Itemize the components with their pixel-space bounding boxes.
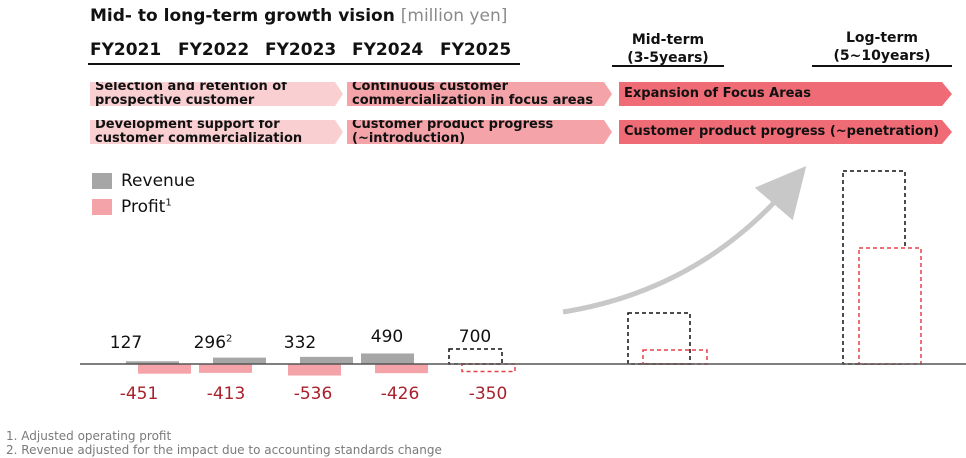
- profit-bar-fy2023: [288, 364, 341, 376]
- fy-header-2023: FY2023: [265, 40, 337, 60]
- long-term-label: Log-term: [845, 30, 919, 46]
- revenue-value: 700: [458, 327, 492, 347]
- arrow-text-line: Continuous customer: [352, 79, 508, 94]
- revenue-label-fy2025: 700: [445, 327, 505, 347]
- revenue-value: 127: [109, 333, 143, 353]
- profit-label-fy2024: -426: [380, 384, 420, 404]
- arrow-text-line: commercialization in focus areas: [352, 93, 594, 108]
- fy-header-2024: FY2024: [352, 40, 424, 60]
- arrow-text-line: Customer product progress: [352, 117, 554, 132]
- profit-label-fy2023: -536: [293, 384, 333, 404]
- arrow-text-line: Development support for: [95, 117, 280, 132]
- legend-profit-label: Profit1: [121, 197, 172, 217]
- long-term-range: (5~10years): [833, 48, 931, 64]
- revenue-superscript: 2: [226, 333, 233, 345]
- footnote-2: 2. Revenue adjusted for the impact due t…: [6, 443, 442, 457]
- revenue-value: 296: [193, 333, 227, 353]
- profit-label-fy2021: -451: [119, 384, 159, 404]
- long-term-revenue-bar: [842, 170, 906, 365]
- arrow-text-line: prospective customer: [95, 93, 255, 108]
- legend-revenue-swatch: [92, 173, 112, 189]
- arrow-text-line: Customer product progress (~penetration): [624, 124, 940, 139]
- arrow-development-support: Development support for customer commerci…: [90, 120, 343, 144]
- arrow-product-progress-introduction: Customer product progress (~introduction): [347, 120, 612, 144]
- title-unit: [million yen]: [400, 6, 508, 26]
- arrow-text-line: customer commercialization: [95, 131, 303, 146]
- profit-bar-fy2025: [461, 363, 516, 373]
- revenue-bar-fy2024: [361, 353, 414, 364]
- revenue-label-fy2024: 490: [357, 327, 417, 347]
- mid-term-label: Mid-term: [631, 32, 705, 48]
- fy-header-2021: FY2021: [90, 40, 162, 60]
- long-term-profit-bar: [858, 247, 922, 365]
- fy-header-2022: FY2022: [178, 40, 250, 60]
- revenue-label-fy2023: 332: [270, 333, 330, 353]
- profit-bar-fy2022: [199, 364, 252, 373]
- legend-revenue-label: Revenue: [121, 171, 196, 191]
- mid-term-header: Mid-term (3-5years): [612, 31, 724, 67]
- arrow-text-line: Selection and retention of: [95, 79, 287, 94]
- mid-term-revenue-bar: [627, 312, 691, 365]
- profit-label-fy2025: -350: [468, 384, 508, 404]
- revenue-bar-fy2021: [126, 361, 179, 364]
- arrow-text-line: (~introduction): [352, 131, 466, 146]
- growth-arrow: [562, 166, 807, 315]
- arrow-continuous-commercialization: Continuous customer commercialization in …: [347, 82, 612, 106]
- revenue-value: 490: [370, 327, 404, 347]
- revenue-value: 332: [283, 333, 317, 353]
- footnote-1: 1. Adjusted operating profit: [6, 429, 172, 443]
- arrow-expansion-focus-areas: Expansion of Focus Areas: [619, 82, 952, 106]
- title-main: Mid- to long-term growth vision: [90, 6, 395, 26]
- arrow-text-line: Expansion of Focus Areas: [624, 86, 811, 101]
- mid-term-profit-bar: [642, 349, 708, 365]
- fy-header-2025: FY2025: [440, 40, 512, 60]
- profit-label-fy2022: -413: [206, 384, 246, 404]
- long-term-underline: [812, 65, 952, 67]
- fy-header-underline: [88, 63, 520, 65]
- legend-profit-swatch: [92, 199, 112, 215]
- legend-profit-superscript: 1: [165, 197, 172, 209]
- revenue-label-fy2021: 127: [96, 333, 156, 353]
- mid-term-range: (3-5years): [627, 50, 709, 66]
- arrow-product-progress-penetration: Customer product progress (~penetration): [619, 120, 952, 144]
- chart-title: Mid- to long-term growth vision [million…: [90, 6, 507, 26]
- profit-bar-fy2021: [138, 364, 191, 374]
- legend-profit-text: Profit: [121, 197, 166, 217]
- revenue-label-fy2022: 2962: [183, 333, 243, 353]
- long-term-header: Log-term (5~10years): [812, 29, 952, 65]
- mid-term-underline: [612, 65, 724, 67]
- revenue-bar-fy2023: [300, 356, 353, 364]
- arrow-selection-retention: Selection and retention of prospective cu…: [90, 82, 343, 106]
- profit-bar-fy2024: [375, 364, 428, 374]
- revenue-bar-fy2022: [213, 357, 266, 364]
- revenue-bar-fy2025: [448, 348, 503, 365]
